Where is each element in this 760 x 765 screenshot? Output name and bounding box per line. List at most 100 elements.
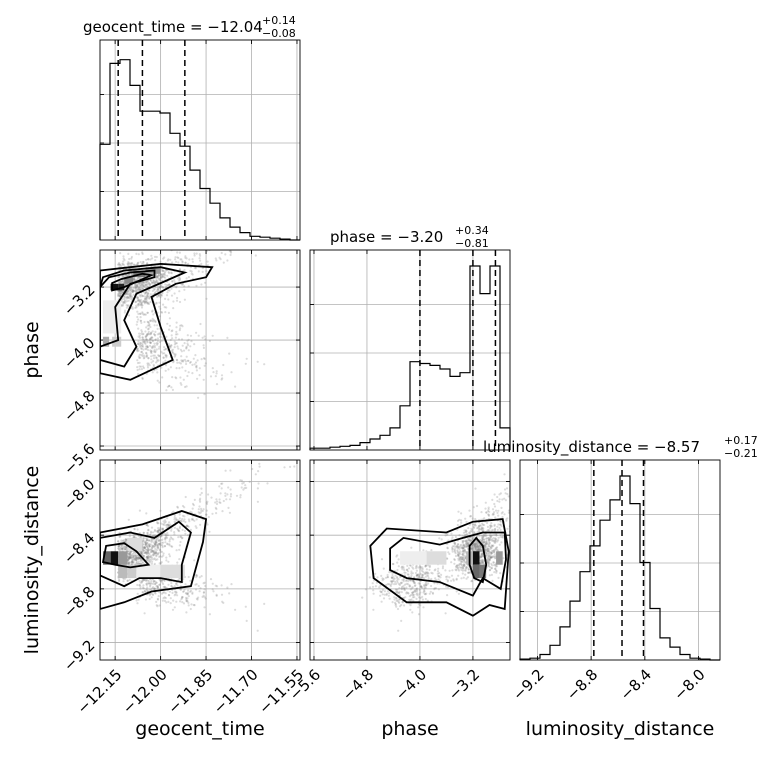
- sample-point: [480, 511, 482, 513]
- sample-point: [430, 591, 432, 593]
- sample-point: [192, 261, 194, 263]
- sample-point: [491, 529, 493, 531]
- sample-point: [146, 524, 148, 526]
- sample-point: [154, 552, 156, 554]
- sample-point: [129, 579, 131, 581]
- sample-point: [396, 600, 398, 602]
- sample-point: [463, 532, 465, 534]
- sample-point: [229, 512, 231, 514]
- sample-point: [142, 587, 144, 589]
- sample-point: [179, 541, 181, 543]
- sample-point: [493, 513, 495, 515]
- sample-point: [489, 574, 491, 576]
- sample-point: [503, 498, 505, 500]
- sample-point: [216, 372, 218, 374]
- sample-point: [150, 541, 152, 543]
- sample-point: [148, 589, 150, 591]
- sample-point: [493, 541, 495, 543]
- sample-point: [148, 363, 150, 365]
- sample-point: [155, 356, 157, 358]
- sample-point: [170, 597, 172, 599]
- sample-point: [283, 466, 285, 468]
- sample-point: [424, 573, 426, 575]
- sample-point: [162, 546, 164, 548]
- sample-point: [178, 530, 180, 532]
- sample-point: [205, 270, 207, 272]
- sample-point: [174, 516, 176, 518]
- sample-point: [487, 543, 489, 545]
- sample-point: [170, 536, 172, 538]
- sample-point: [221, 594, 223, 596]
- sample-point: [174, 527, 176, 529]
- sample-point: [171, 351, 173, 353]
- sample-point: [141, 303, 143, 305]
- sample-point: [422, 606, 424, 608]
- sample-point: [508, 495, 510, 497]
- sample-point: [120, 540, 122, 542]
- sample-point: [141, 581, 143, 583]
- sample-point: [162, 583, 164, 585]
- sample-point: [122, 580, 124, 582]
- sample-point: [208, 531, 210, 533]
- sample-point: [376, 576, 378, 578]
- sample-point: [468, 569, 470, 571]
- sample-point: [164, 274, 166, 276]
- sample-point: [239, 479, 241, 481]
- sample-point: [171, 295, 173, 297]
- sample-point: [166, 294, 168, 296]
- sample-point: [170, 339, 172, 341]
- sample-point: [147, 258, 149, 260]
- sample-point: [395, 606, 397, 608]
- sample-point: [186, 356, 188, 358]
- sample-point: [481, 537, 483, 539]
- sample-point: [458, 557, 460, 559]
- sample-point: [218, 485, 220, 487]
- sample-point: [119, 252, 121, 254]
- sample-point: [165, 559, 167, 561]
- sample-point: [418, 582, 420, 584]
- sample-point: [175, 601, 177, 603]
- sample-point: [203, 606, 205, 608]
- sample-point: [464, 574, 466, 576]
- sample-point: [163, 270, 165, 272]
- sample-point: [194, 499, 196, 501]
- sample-point: [147, 579, 149, 581]
- sample-point: [162, 597, 164, 599]
- sample-point: [234, 386, 236, 388]
- sample-point: [159, 315, 161, 317]
- sample-point: [461, 553, 463, 555]
- sample-point: [143, 285, 145, 287]
- sample-point: [205, 514, 207, 516]
- sample-point: [477, 545, 479, 547]
- sample-point: [194, 254, 196, 256]
- sample-point: [195, 527, 197, 529]
- sample-point: [158, 348, 160, 350]
- title-geocent-time-plus: +0.14: [262, 14, 296, 27]
- sample-point: [140, 320, 142, 322]
- sample-point: [171, 546, 173, 548]
- sample-point: [501, 516, 503, 518]
- sample-point: [191, 592, 193, 594]
- sample-point: [154, 545, 156, 547]
- sample-point: [186, 342, 188, 344]
- sample-point: [198, 585, 200, 587]
- sample-point: [179, 517, 181, 519]
- sample-point: [153, 588, 155, 590]
- sample-point: [440, 574, 442, 576]
- sample-point: [139, 580, 141, 582]
- sample-point: [493, 503, 495, 505]
- sample-point: [185, 611, 187, 613]
- sample-point: [175, 286, 177, 288]
- sample-point: [473, 506, 475, 508]
- sample-point: [150, 532, 152, 534]
- sample-point: [392, 601, 394, 603]
- sample-point: [149, 582, 151, 584]
- sample-point: [461, 564, 463, 566]
- sample-point: [146, 294, 148, 296]
- sample-point: [164, 360, 166, 362]
- sample-point: [161, 376, 163, 378]
- sample-point: [182, 505, 184, 507]
- sample-point: [158, 595, 160, 597]
- sample-point: [463, 544, 465, 546]
- sample-point: [181, 366, 183, 368]
